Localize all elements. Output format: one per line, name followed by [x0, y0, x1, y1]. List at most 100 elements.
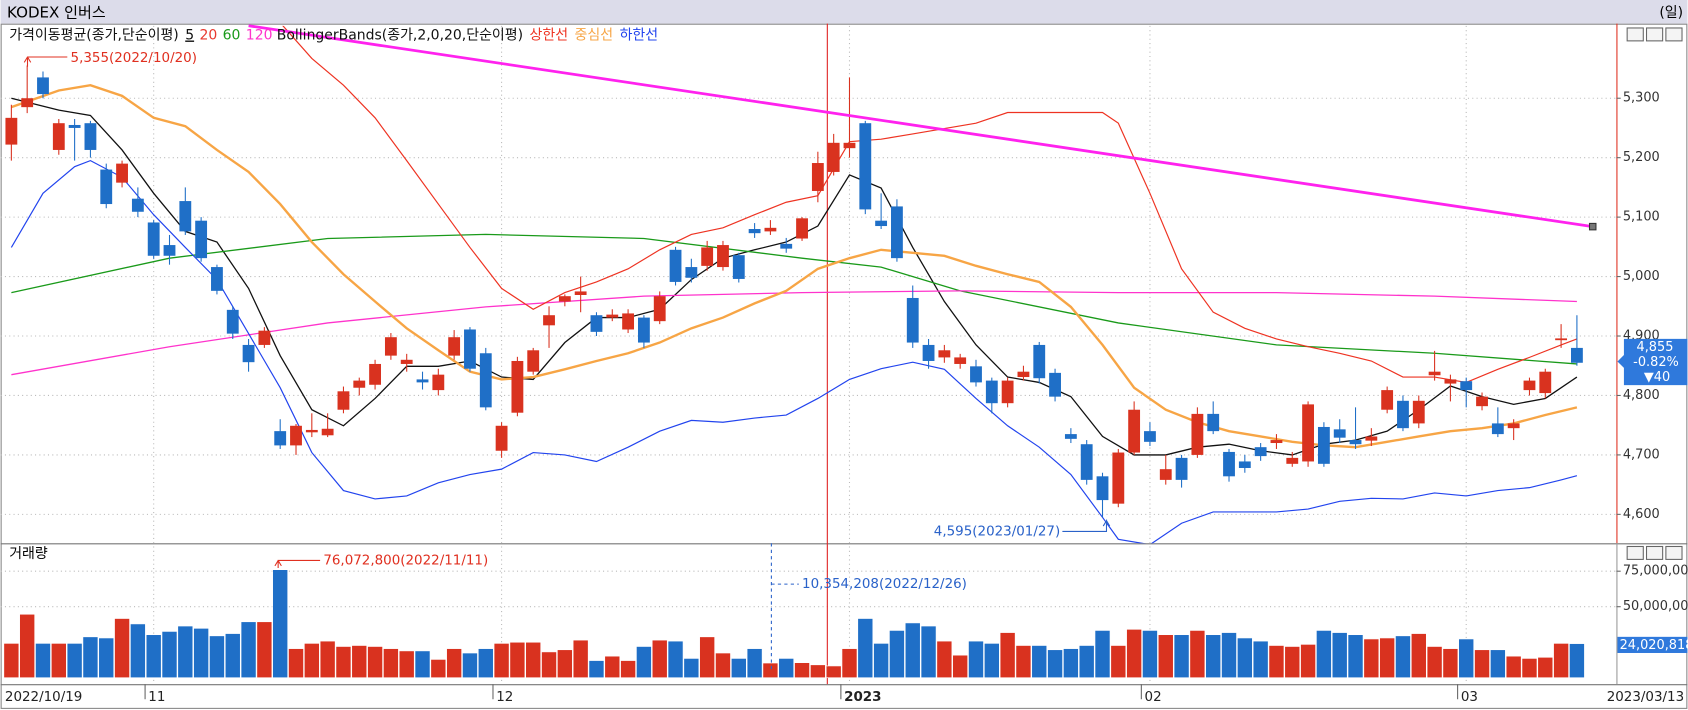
legend-entry: 상한선 [530, 27, 569, 43]
volume-bar [699, 636, 716, 679]
volume-bar [1521, 658, 1538, 679]
y-tick-label: 4,700 [1623, 447, 1660, 462]
volume-bar [351, 645, 368, 679]
candle-body [1302, 404, 1314, 462]
button[interactable] [1645, 27, 1664, 42]
volume-bar [256, 621, 273, 679]
candle-body [179, 201, 192, 232]
volume-bar [383, 648, 399, 679]
candle-body [701, 247, 714, 266]
volume-bar [1569, 643, 1585, 679]
volume-bar [82, 636, 99, 679]
candle-body [321, 428, 334, 436]
candle-body [1159, 469, 1172, 480]
button[interactable] [1626, 27, 1644, 42]
button[interactable] [1626, 545, 1644, 560]
x-tick-label: 02 [1145, 690, 1162, 705]
legend-entry: 5 [185, 27, 194, 43]
annotation-leader [770, 543, 799, 670]
volume-bar [810, 664, 826, 679]
volume-bar [968, 640, 984, 679]
candle-body [1397, 400, 1409, 429]
candle-body [970, 366, 982, 383]
candle-body [780, 243, 793, 249]
volume-bar [541, 651, 557, 679]
candle-body [685, 267, 698, 278]
y-tick-label: 5,300 [1623, 91, 1660, 106]
candle-body [1112, 452, 1125, 504]
candle-body [732, 255, 745, 279]
candle-body [479, 353, 492, 408]
candle-body [954, 357, 967, 364]
volume-bar [730, 658, 747, 679]
price-plot [5, 25, 1583, 544]
candle-body [764, 227, 777, 232]
volume-bar [983, 643, 1000, 679]
candle-body [1238, 461, 1251, 468]
volume-bar [430, 659, 447, 679]
volume-bar [240, 621, 257, 679]
volume-bar [224, 633, 241, 679]
candle-body [1333, 429, 1346, 438]
candle-body [432, 374, 445, 391]
volume-bar [1205, 634, 1222, 679]
indicator-line [10, 159, 1578, 544]
candle-body [985, 380, 998, 404]
volume-bar [1189, 630, 1206, 679]
candle-body [1428, 371, 1441, 376]
volume-bar [114, 618, 130, 679]
button[interactable] [1645, 545, 1664, 560]
volume-bar [446, 648, 462, 679]
volume-bar [1489, 649, 1506, 679]
y-tick-label: 4,600 [1623, 507, 1660, 522]
volume-bar [145, 634, 162, 679]
volume-bar [999, 632, 1016, 679]
candle-body [68, 124, 81, 128]
title: KODEX 인버스 [7, 3, 106, 21]
volume-bar [1284, 646, 1301, 679]
candle-body [1191, 413, 1204, 455]
volume-bar [98, 637, 115, 679]
candle-body [1539, 371, 1552, 394]
volume-bar [952, 654, 969, 679]
candle-body [416, 379, 429, 383]
volume-bar [794, 662, 810, 679]
volume-bar [1221, 632, 1237, 679]
candle-body [1491, 423, 1504, 435]
volume-bar [762, 662, 779, 679]
candle-body [1460, 381, 1473, 391]
period: (일) [1659, 5, 1683, 21]
volume-bar [1347, 634, 1364, 679]
candle-body [1444, 379, 1457, 384]
volume-bar [1236, 637, 1253, 679]
y-tick-label: 5,100 [1623, 210, 1660, 225]
candle-body [1064, 434, 1077, 439]
volume-bar [651, 639, 668, 679]
volume-bar [1015, 645, 1032, 679]
volume-bar [889, 630, 905, 679]
candle-body [100, 169, 113, 205]
candle-body [448, 337, 461, 356]
candle-body [637, 317, 650, 343]
candle-body [131, 198, 144, 212]
volume-bar [1047, 649, 1063, 679]
candle-body [242, 344, 255, 363]
button[interactable] [1665, 27, 1683, 42]
candle-body [21, 98, 34, 108]
candle-body [1096, 476, 1109, 501]
trend-line [248, 24, 1593, 229]
candle-body [891, 206, 903, 259]
volume-bar [3, 643, 20, 679]
volume-bar [825, 665, 842, 679]
volume-bar [1300, 644, 1316, 679]
current-volume-box [1617, 636, 1688, 653]
volume-bar [667, 640, 684, 679]
volume-bar [620, 660, 636, 679]
candle-body [511, 360, 524, 413]
button[interactable] [1665, 545, 1683, 560]
candle-body [843, 142, 856, 149]
y-tick-label: 5,200 [1623, 150, 1660, 165]
candle-body [400, 359, 413, 364]
volume-bar [841, 648, 858, 679]
volume-bar [509, 641, 526, 679]
